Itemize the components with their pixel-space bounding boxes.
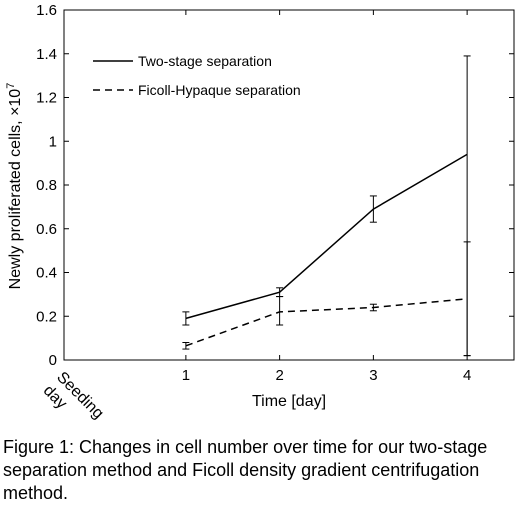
error-bar	[369, 303, 377, 312]
x-tick-label: 3	[369, 367, 377, 384]
series-2	[182, 241, 471, 357]
chart: 0 0.2 0.4 0.6 0.8 1 1.2 1.4 1.6 1 2 3 4 Seeding day…	[5, 2, 515, 430]
y-tick-label: 0.4	[36, 265, 57, 282]
y-tick-label: 0.6	[36, 221, 57, 238]
series-line	[185, 153, 468, 320]
y-tick-label: 1	[49, 133, 57, 150]
y-axis: 0 0.2 0.4 0.6 0.8 1 1.2 1.4 1.6	[36, 2, 514, 369]
seeding-label: Seeding day	[40, 369, 110, 430]
error-bar	[369, 195, 377, 223]
y-tick-label: 0.2	[36, 308, 57, 325]
series-1	[182, 55, 471, 357]
y-tick-label: 0.8	[36, 177, 57, 194]
y-tick-label: 1.4	[36, 46, 57, 63]
error-bar	[182, 311, 190, 326]
x-tick-label: 2	[275, 367, 283, 384]
x-tick-label: 1	[182, 367, 190, 384]
series-line	[185, 298, 468, 347]
x-axis-label: Time [day]	[252, 393, 326, 410]
legend-label-two-stage: Two-stage separation	[138, 53, 272, 69]
y-axis-label-main: Newly proliferated cells, ×10	[7, 89, 24, 290]
x-tick-label: 4	[463, 367, 471, 384]
x-axis: 1 2 3 4	[182, 10, 471, 384]
legend: Two-stage separation Ficoll-Hypaque sepa…	[93, 53, 301, 98]
figure-caption: Figure 1: Changes in cell number over ti…	[3, 437, 488, 503]
plot-frame	[63, 9, 515, 361]
error-bar	[182, 342, 190, 350]
y-tick-label: 1.6	[36, 2, 57, 19]
y-axis-label-exponent: 7	[5, 83, 17, 89]
error-bar	[276, 296, 284, 326]
y-axis-label: Newly proliferated cells, ×107	[5, 83, 24, 290]
legend-label-ficoll: Ficoll-Hypaque separation	[138, 82, 301, 98]
series-layer	[182, 55, 471, 357]
error-bar	[463, 241, 471, 357]
y-tick-label: 1.2	[36, 90, 57, 107]
y-tick-label: 0	[49, 352, 57, 369]
